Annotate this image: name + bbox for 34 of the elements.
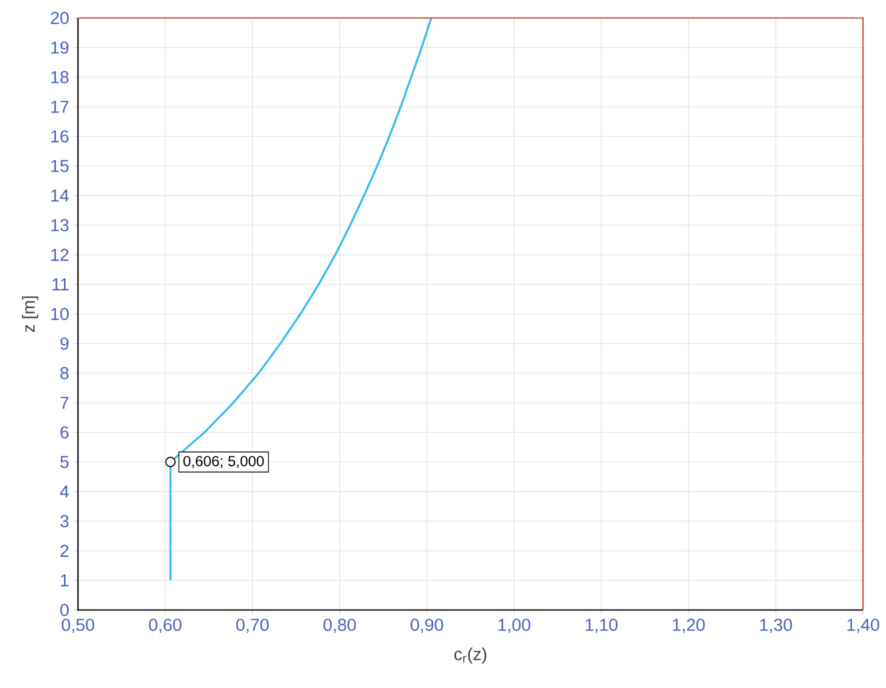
y-axis-title: z [m]	[22, 296, 38, 332]
y-tick-label: 10	[51, 308, 69, 320]
annotation: 0,606; 5,000	[183, 456, 264, 468]
y-tick-label: 15	[51, 160, 69, 172]
x-tick-label: 0,60	[149, 618, 182, 634]
y-tick-label: 7	[60, 396, 68, 409]
y-tick-label: 5	[60, 456, 69, 468]
y-tick-label: 2	[60, 544, 68, 557]
x-tick-label: 1,30	[760, 618, 792, 634]
y-tick-label: 6	[60, 426, 69, 439]
y-tick-label: 3	[60, 515, 69, 528]
y-tick-label: 11	[52, 278, 68, 290]
y-tick-label: 12	[51, 248, 68, 261]
y-tick-label: 18	[51, 71, 69, 84]
x-axis-title: c$_{r}$(z)	[454, 647, 486, 664]
y-tick-label: 13	[51, 219, 69, 232]
y-tick-label: 14	[51, 190, 69, 202]
y-tick-label: 1	[60, 574, 68, 586]
x-tick-label: 0,90	[410, 618, 444, 634]
y-tick-label: 4	[60, 486, 69, 498]
y-tick-label: 0	[60, 604, 69, 616]
y-tick-label: 20	[50, 12, 69, 24]
y-tick-label: 9	[60, 337, 68, 350]
x-tick-label: 1,00	[498, 618, 530, 634]
x-tick-label: 1,10	[586, 618, 618, 634]
x-tick-label: 1,20	[673, 618, 705, 634]
y-tick-label: 19	[51, 41, 68, 54]
x-tick-label: 1,40	[847, 618, 880, 634]
x-tick-label: 0,80	[323, 618, 356, 634]
y-tick-label: 16	[51, 130, 69, 143]
y-tick-label: 17	[51, 100, 68, 113]
y-tick-label: 8	[60, 367, 69, 380]
x-tick-label: 0,50	[62, 618, 94, 634]
x-tick-label: 0,70	[236, 618, 269, 634]
